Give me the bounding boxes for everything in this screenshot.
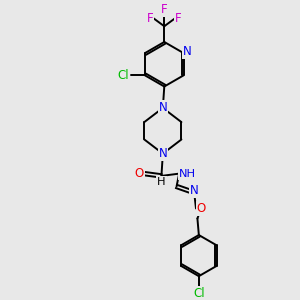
Text: Cl: Cl [118, 69, 129, 82]
Text: N: N [183, 45, 192, 58]
Text: H: H [157, 177, 166, 187]
Text: F: F [175, 12, 182, 25]
Text: N: N [190, 184, 198, 197]
Text: F: F [161, 4, 168, 16]
Text: N: N [158, 147, 167, 160]
Text: O: O [134, 167, 144, 180]
Text: NH: NH [178, 169, 196, 178]
Text: N: N [158, 101, 167, 114]
Text: F: F [147, 12, 153, 25]
Text: O: O [196, 202, 206, 215]
Text: Cl: Cl [193, 287, 205, 300]
